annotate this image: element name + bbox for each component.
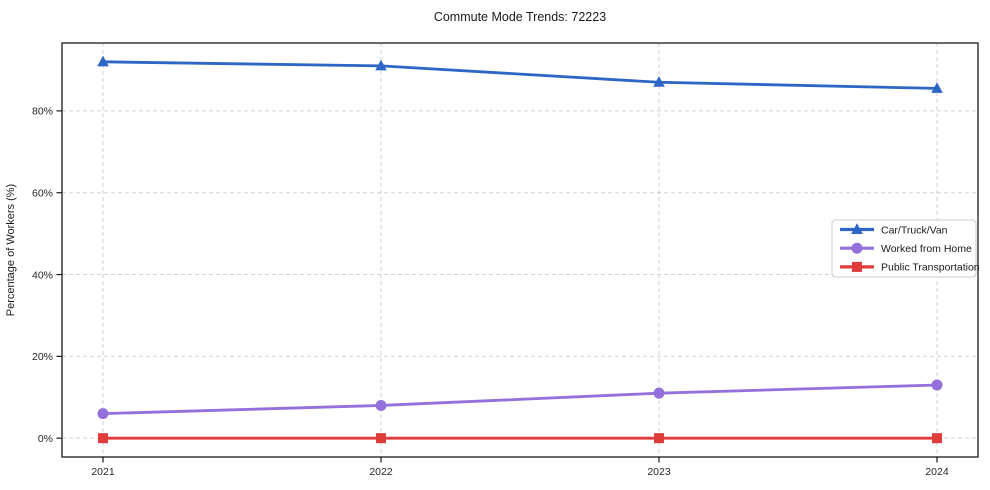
- series-1-point: [375, 399, 387, 411]
- x-tick-label: 2021: [91, 466, 115, 478]
- legend-entry-label: Car/Truck/Van: [881, 224, 948, 236]
- series-1-point: [931, 379, 943, 391]
- series-1-point: [97, 408, 109, 420]
- legend-entry-label: Worked from Home: [881, 243, 972, 255]
- chart-title: Commute Mode Trends: 72223: [434, 10, 606, 24]
- series-0-point: [931, 82, 943, 93]
- series-0-point: [653, 76, 665, 87]
- series-2-point: [932, 433, 942, 444]
- x-tick-label: 2022: [369, 466, 393, 478]
- series-2-point: [98, 433, 108, 444]
- y-tick-label: 0%: [38, 433, 53, 445]
- legend-sample-marker: [852, 261, 862, 272]
- legend: Car/Truck/Van Worked from Home Public Tran…: [831, 219, 980, 278]
- series-layer: [97, 55, 943, 444]
- y-axis-title: Percentage of Workers (%): [5, 184, 17, 316]
- y-tick-label: 80%: [32, 106, 53, 118]
- series-line-0: [101, 60, 939, 90]
- series-2-point: [376, 433, 386, 444]
- plot-frame: [61, 42, 979, 458]
- frame-layer: [61, 42, 979, 458]
- legend-sample-marker: [851, 242, 863, 254]
- x-tick-label: 2024: [925, 466, 949, 478]
- legend-sample-marker: [851, 223, 863, 234]
- legend-box: [831, 219, 977, 278]
- series-line-1: [101, 383, 939, 416]
- series-2-point: [654, 433, 664, 444]
- x-tick-label: 2023: [647, 466, 671, 478]
- series-1-point: [653, 387, 665, 399]
- y-tick-label: 20%: [32, 351, 53, 363]
- series-0-point: [97, 55, 109, 67]
- series-0-point: [375, 59, 387, 71]
- y-tick-label: 60%: [32, 188, 53, 200]
- tick-layer: 0% 20% 40% 60% 80% 2021 2022 2023 2024: [32, 106, 949, 478]
- y-tick-label: 40%: [32, 269, 53, 281]
- legend-entry-label: Public Transportation: [881, 262, 980, 274]
